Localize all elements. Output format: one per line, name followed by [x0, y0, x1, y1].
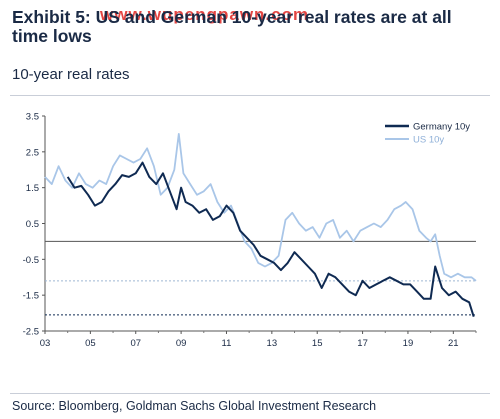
x-tick-label: 17 [357, 338, 368, 349]
series-line-germany [66, 161, 475, 317]
x-tick-label: 07 [130, 338, 141, 349]
bottom-divider [10, 393, 490, 394]
series-line-us [44, 133, 477, 282]
chart-title: Exhibit 5: US and German 10-year real ra… [12, 7, 452, 46]
x-tick-label: 05 [85, 338, 96, 349]
y-tick-label: -1.5 [23, 291, 39, 302]
legend-label-us: US 10y [413, 135, 444, 146]
y-tick-label: -0.5 [23, 255, 39, 266]
x-tick-label: 13 [267, 338, 278, 349]
x-tick-label: 11 [222, 338, 232, 349]
watermark: www.wupengpawn.com [100, 5, 310, 24]
x-tick-label: 03 [40, 338, 51, 349]
source-note: Source: Bloomberg, Goldman Sachs Global … [12, 399, 377, 413]
y-tick-label: 2.5 [26, 147, 39, 158]
x-tick-label: 09 [176, 338, 187, 349]
x-tick-label: 19 [403, 338, 414, 349]
y-tick-label: 1.5 [26, 183, 39, 194]
x-tick-label: 15 [312, 338, 323, 349]
y-tick-label: -2.5 [23, 327, 39, 338]
x-tick-label: 21 [448, 338, 459, 349]
chart-subtitle: 10-year real rates [12, 66, 130, 83]
line-chart: 3.5 2.5 1.5 0.5 -0.5 -1.5 -2.503 05 07 09 11 13 15 17… [23, 112, 477, 349]
top-divider [10, 95, 490, 96]
y-tick-label: 3.5 [26, 112, 39, 123]
legend-label-germany: Germany 10y [413, 122, 470, 133]
y-tick-label: 0.5 [26, 219, 39, 230]
